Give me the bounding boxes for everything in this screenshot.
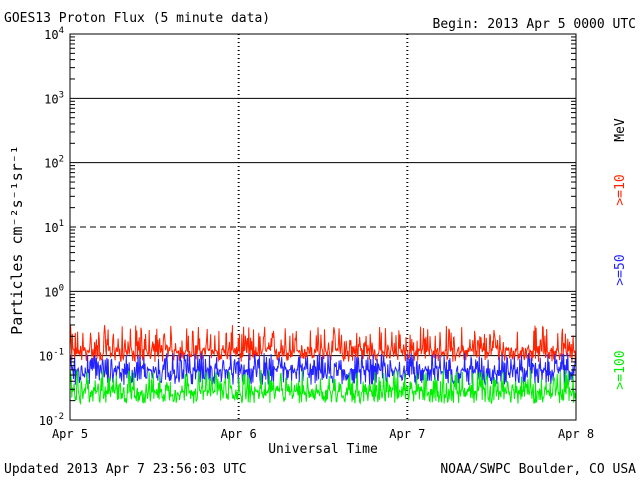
y-tick-labels: 10-2 10-1 100 101 102 103 104 (39, 26, 576, 428)
x-tick-label: Apr 6 (221, 427, 257, 441)
updated-time: Updated 2013 Apr 7 23:56:03 UTC (4, 462, 247, 477)
y-tick-label: 104 (44, 26, 64, 42)
begin-time: Begin: 2013 Apr 5 0000 UTC (433, 17, 637, 32)
legend-entry: >=50 (613, 254, 628, 285)
x-tick-labels: Apr 5 Apr 6 Apr 7 Apr 8 (52, 427, 594, 441)
series-line-0 (69, 325, 577, 363)
y-tick-label: 103 (44, 90, 64, 106)
chart-title: GOES13 Proton Flux (5 minute data) (4, 11, 270, 26)
legend-entry: >=100 (613, 350, 628, 389)
legend: >=10 >=50 >=100 (613, 174, 628, 389)
credit: NOAA/SWPC Boulder, CO USA (440, 462, 636, 477)
y-tick-label: 100 (44, 283, 64, 299)
y-tick-label: 102 (44, 155, 64, 171)
x-axis-label: Universal Time (268, 442, 378, 457)
legend-unit: MeV (613, 118, 628, 142)
x-tick-label: Apr 5 (52, 427, 88, 441)
y-tick-label: 10-2 (39, 412, 64, 428)
series-line-2 (69, 369, 577, 406)
plot-frame (69, 33, 577, 421)
grid-lines (70, 34, 576, 420)
x-tick-label: Apr 7 (389, 427, 425, 441)
y-tick-label: 10-1 (39, 348, 64, 364)
y-axis-label: Particles cm⁻²s⁻¹sr⁻¹ (8, 145, 26, 335)
series-line-1 (69, 352, 577, 386)
series-lines (69, 325, 577, 406)
legend-entry: >=10 (613, 174, 628, 205)
x-tick-label: Apr 8 (558, 427, 594, 441)
y-tick-label: 101 (44, 219, 64, 235)
